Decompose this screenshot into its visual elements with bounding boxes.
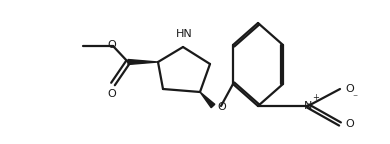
Text: N: N (304, 101, 312, 111)
Text: ⁻: ⁻ (352, 93, 357, 103)
Text: O: O (217, 102, 226, 112)
Polygon shape (200, 92, 215, 108)
Text: O: O (345, 119, 354, 129)
Text: O: O (108, 89, 116, 99)
Text: O: O (108, 40, 116, 50)
Text: O: O (345, 84, 354, 94)
Text: +: + (312, 93, 319, 102)
Polygon shape (128, 59, 158, 65)
Text: HN: HN (176, 29, 192, 39)
